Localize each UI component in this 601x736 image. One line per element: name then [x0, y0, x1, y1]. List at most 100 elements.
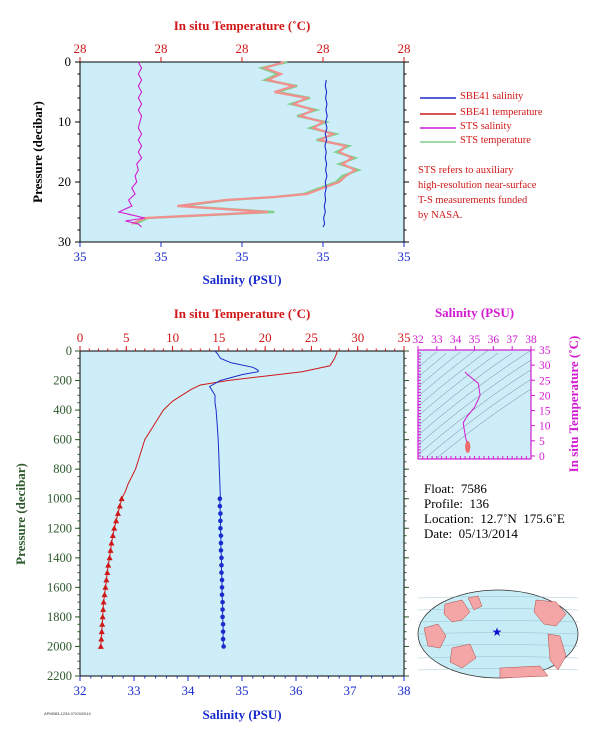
temperature-marker: [102, 584, 109, 590]
salinity-marker: [218, 518, 223, 524]
top-bottom-tick-label: 35: [398, 249, 411, 264]
date-info: Date: 05/13/2014: [424, 526, 518, 542]
top-x-bottom-title: Salinity (PSU): [202, 272, 281, 287]
temperature-marker: [100, 598, 107, 605]
density-contour: [417, 359, 532, 446]
float-position-marker: ★: [492, 625, 503, 639]
top-bottom-tick-label: 35: [155, 249, 168, 264]
bottom-y-tick-label: 1800: [47, 610, 72, 624]
location-info: Location: 12.7˚N 175.6˚E: [424, 511, 565, 527]
salinity-marker: [220, 629, 226, 634]
profile-value: 136: [469, 496, 490, 511]
bottom-x-tick-label: 36: [290, 683, 304, 698]
bottom-y-tick-label: 1200: [47, 521, 72, 535]
density-contour: [427, 379, 532, 457]
temperature-marker: [98, 635, 105, 642]
temperature-marker: [106, 554, 113, 561]
density-contour: [417, 352, 513, 426]
temperature-marker: [98, 628, 105, 635]
top-y-tick-label: 0: [65, 54, 72, 69]
map-land: [467, 595, 483, 611]
temperature-marker: [104, 569, 111, 575]
density-contour: [417, 369, 532, 455]
top-bottom-tick-label: 35: [317, 249, 330, 264]
bottom-top-tick-label: 5: [123, 330, 130, 345]
temperature-marker: [97, 643, 104, 649]
salinity-marker: [219, 562, 224, 568]
salinity-marker: [217, 496, 223, 502]
top-x-tick-label: 28: [155, 41, 168, 56]
top-x-top-title: In situ Temperature (˚C): [174, 18, 311, 33]
footer-code: APM083-1234 07/09/2014: [44, 711, 91, 716]
density-contour: [417, 349, 489, 407]
float-info: Float: 7586: [424, 481, 487, 497]
bottom-y-tick-label: 800: [53, 462, 72, 476]
ts-x-tick-label: 34: [450, 334, 462, 346]
top-x-tick-label: 28: [398, 41, 411, 56]
salinity-marker: [218, 511, 223, 516]
note-line: high-resolution near-surface: [418, 180, 537, 191]
profile-info: Profile: 136: [424, 496, 489, 512]
note-line: by NASA.: [418, 210, 463, 221]
legend-entry-sbe41-temperature: SBE41 temperature: [460, 107, 543, 118]
temperature-marker: [109, 532, 116, 539]
temperature-marker: [113, 517, 120, 524]
salinity-marker: [218, 540, 224, 546]
salinity-marker: [217, 503, 223, 509]
ts-x-tick-label: 35: [469, 334, 481, 346]
map-land: [547, 633, 567, 671]
map-land: [533, 599, 567, 627]
map-graticule: [417, 668, 579, 671]
ts-y-tick-label: 0: [539, 451, 545, 463]
legend-entry-sts-salinity: STS salinity: [460, 121, 512, 132]
temperature-marker: [101, 591, 108, 598]
salinity-marker: [219, 585, 225, 590]
ts-y-tick-label: 15: [539, 406, 551, 418]
temperature-marker: [111, 525, 118, 531]
sts-note: STS refers to auxiliary high-resolution …: [418, 163, 536, 223]
ts-y-tick-label: 20: [539, 390, 551, 402]
temperature-marker: [118, 495, 125, 502]
note-line: T-S measurements funded: [418, 195, 528, 206]
float-value: 7586: [460, 481, 487, 496]
bottom-top-tick-label: 20: [259, 330, 272, 345]
top-series-sbe41-temperature: [131, 60, 358, 225]
top-plot-area: [79, 61, 405, 243]
bottom-top-tick-label: 15: [212, 330, 225, 345]
top-x-tick-label: 28: [317, 41, 330, 56]
ts-deep-cluster: [465, 440, 471, 453]
salinity-marker: [219, 555, 224, 561]
map-land: [449, 643, 477, 669]
temperature-marker: [116, 502, 123, 509]
salinity-marker: [219, 592, 225, 598]
bottom-top-tick-label: 10: [166, 330, 179, 345]
ts-plot-area: [417, 349, 532, 460]
bottom-x-top-title: In situ Temperature (˚C): [174, 306, 311, 321]
bottom-x-tick-label: 35: [236, 683, 249, 698]
bottom-top-tick-label: 25: [305, 330, 318, 345]
map-land: [423, 623, 447, 649]
top-bottom-tick-label: 35: [74, 249, 87, 264]
temperature-marker: [103, 576, 110, 583]
map-graticule: [417, 596, 579, 599]
map-land: [499, 665, 549, 679]
top-y-tick-label: 20: [58, 174, 71, 189]
density-contour: [417, 351, 437, 368]
legend-entry-sts-temperature: STS temperature: [460, 135, 531, 146]
bottom-y-tick-label: 1400: [47, 551, 72, 565]
salinity-marker: [220, 599, 225, 605]
bottom-y-tick-label: 400: [53, 403, 72, 417]
top-bottom-tick-label: 35: [236, 249, 249, 264]
top-series-sts-salinity: [117, 61, 145, 228]
temperature-marker: [99, 613, 106, 620]
ts-x-title: Salinity (PSU): [435, 305, 514, 320]
bottom-x-bottom-title: Salinity (PSU): [202, 707, 281, 722]
date-label: Date:: [424, 526, 453, 541]
note-line: STS refers to auxiliary: [418, 165, 514, 176]
ts-x-tick-label: 32: [412, 334, 424, 346]
ts-x-tick-label: 33: [431, 334, 443, 346]
bottom-y-tick-label: 2200: [47, 669, 72, 683]
profile-label: Profile:: [424, 496, 463, 511]
density-contour: [417, 350, 532, 436]
bottom-x-tick-label: 32: [74, 683, 87, 698]
